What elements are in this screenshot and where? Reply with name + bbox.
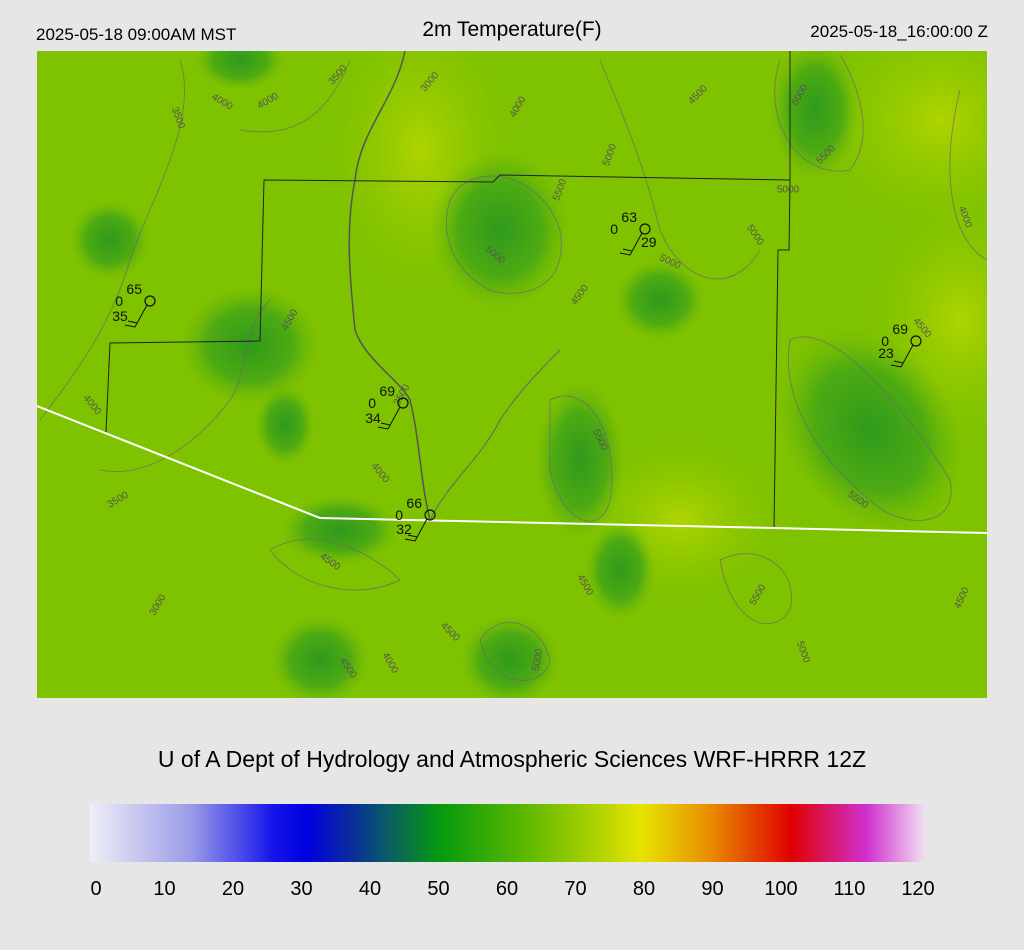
colorbar-tick-label: 80 [633,878,655,900]
cool-area [180,285,320,405]
state-border [37,405,987,534]
colorbar-tick-label: 110 [834,878,866,900]
station-circle [144,295,156,307]
river [348,51,431,521]
station-center: 0 [881,333,889,349]
warm-area [820,51,987,230]
station-dewpoint: 34 [365,410,381,426]
contour-line [99,299,271,472]
contour-line [445,175,562,294]
cool-area [585,520,655,620]
colorbar-tick-label: 100 [764,878,797,900]
contours [39,54,987,681]
wind-barb [377,406,401,430]
contour-line [788,336,952,521]
county-borders [105,51,791,529]
station-center: 0 [395,507,403,523]
contour-label: 5000 [777,185,800,196]
station-circle [910,335,922,347]
cool-area [270,615,370,698]
contour-line [239,59,351,133]
station-center: 0 [368,395,376,411]
station-dewpoint: 23 [878,345,894,361]
colorbar [90,804,925,862]
credit: U of A Dept of Hydrology and Atmospheric… [158,746,866,772]
station-temperature: 69 [379,383,395,399]
valid-time-utc: 2025-05-18_16:00:00 Z [810,22,988,41]
contour-line [949,89,987,261]
wind-barb [890,344,914,368]
cool-area [776,327,964,533]
station-temperature: 65 [126,281,142,297]
station-center: 0 [610,221,618,237]
colorbar-tick-label: 60 [496,878,518,900]
colorbar-tick-label: 120 [901,878,934,900]
station-dewpoint: 29 [641,234,657,250]
colorbar-tick-label: 10 [153,878,175,900]
contour-label: 5000 [531,648,546,672]
border-line [105,174,791,529]
colorbar-tick-label: 0 [90,878,101,900]
contour-line [39,59,186,421]
cool-area [430,150,570,310]
contour-line [479,622,551,681]
colorbar-tick-label: 70 [564,878,586,900]
colorbar-tick-label: 40 [359,878,381,900]
cool-area [535,380,625,540]
contour-line [599,59,761,280]
cool-area [770,51,860,180]
station-center: 0 [115,293,123,309]
valid-time-local: 2025-05-18 09:00AM MST [36,25,236,44]
station-dewpoint: 35 [112,308,128,324]
map [37,51,987,698]
station-circle [639,223,651,235]
contour-line [774,54,864,172]
station-temperature: 66 [406,495,422,511]
cool-area [255,385,315,465]
station-circle [397,397,409,409]
station-dewpoint: 32 [396,521,412,537]
contour-line [549,395,613,522]
colorbar-tick-label: 20 [222,878,244,900]
station-temperature: 69 [892,321,908,337]
cool-area [460,615,560,698]
colorbar-tick-label: 90 [701,878,723,900]
cool-area [70,200,150,280]
wind-barb [619,232,643,256]
wind-barb [404,518,428,542]
colorbar-tick-label: 30 [290,878,312,900]
contour-line [269,538,401,591]
river [429,349,561,521]
chart-title: 2m Temperature(F) [422,18,601,41]
station-temperature: 63 [621,209,637,225]
contour-line [719,553,792,625]
cool-area [280,495,400,565]
colorbar-tick-label: 50 [427,878,449,900]
cool-area [615,260,705,340]
wind-barb [124,304,148,328]
station-circle [424,509,436,521]
cool-area [195,51,285,90]
